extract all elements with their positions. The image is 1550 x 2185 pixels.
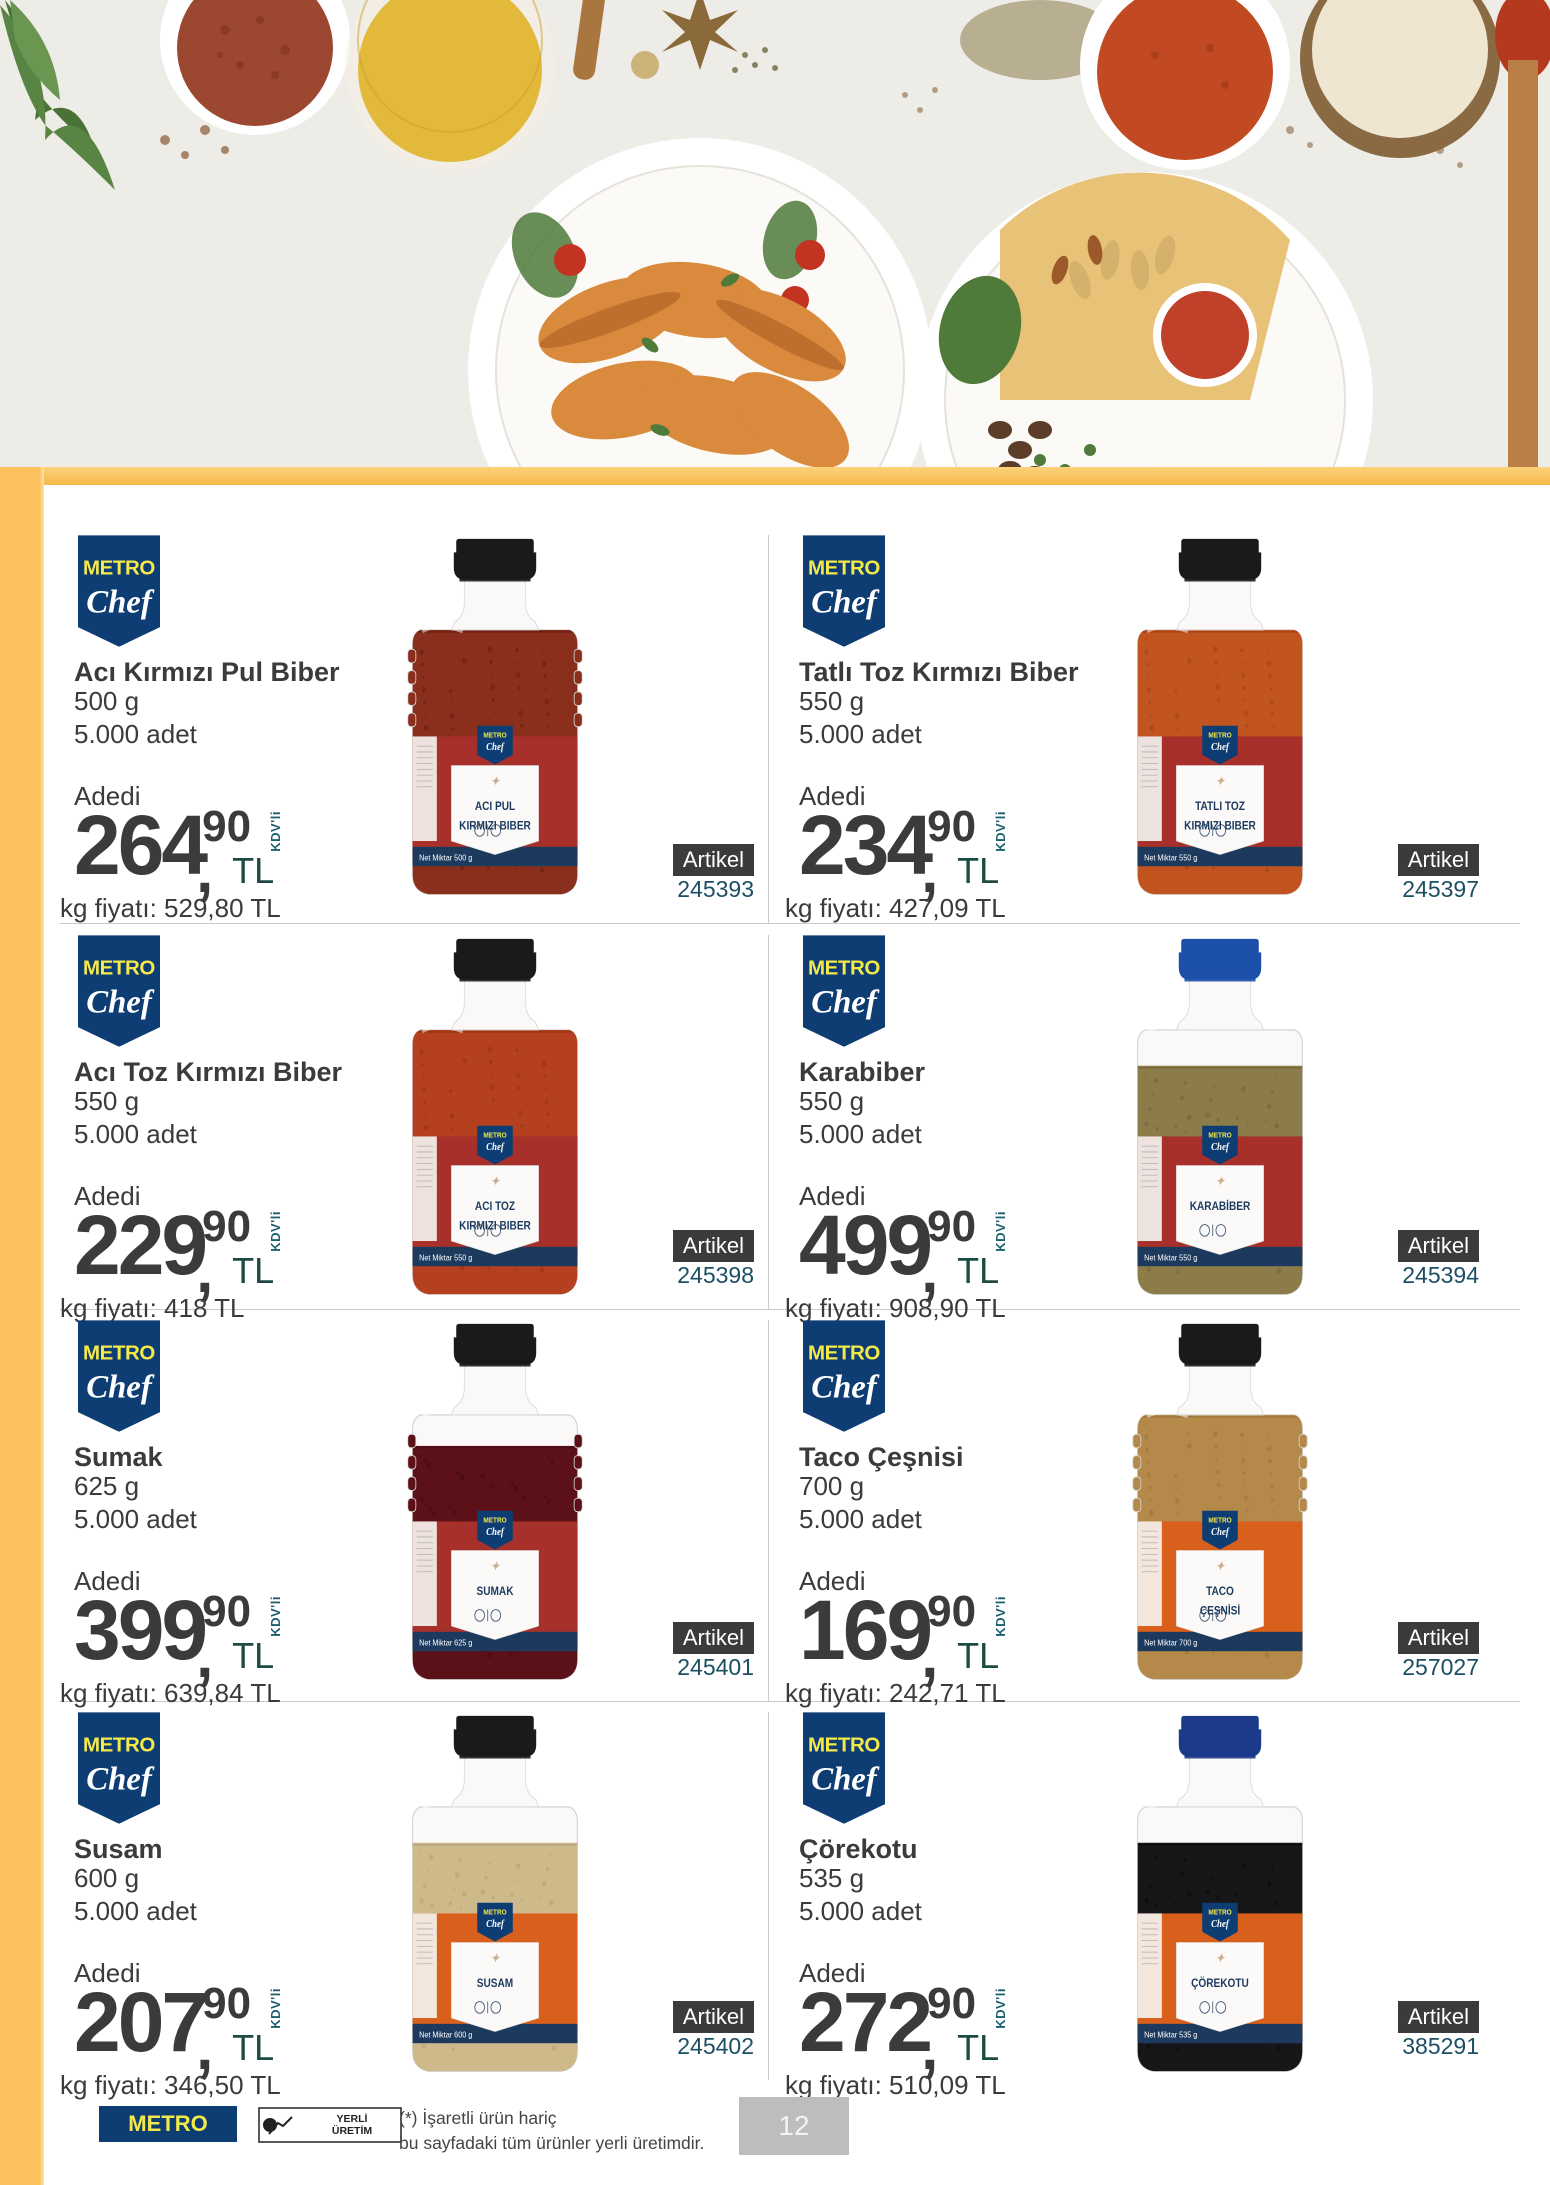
svg-text:METRO: METRO <box>1208 1908 1232 1917</box>
svg-text:METRO: METRO <box>483 1908 507 1917</box>
svg-text:Chef: Chef <box>1211 741 1230 753</box>
svg-text:✦: ✦ <box>1215 1173 1226 1189</box>
svg-text:✦: ✦ <box>490 1558 501 1574</box>
svg-text:Chef: Chef <box>486 1141 505 1153</box>
svg-text:Net Miktar 600 g: Net Miktar 600 g <box>419 2030 472 2040</box>
svg-text:✦: ✦ <box>490 1173 501 1189</box>
svg-text:Net Miktar 700 g: Net Miktar 700 g <box>1144 1638 1197 1648</box>
svg-text:METRO: METRO <box>483 1516 507 1525</box>
svg-text:METRO: METRO <box>1208 1516 1232 1525</box>
svg-text:Chef: Chef <box>486 741 505 753</box>
svg-text:✦: ✦ <box>490 1950 501 1966</box>
svg-text:Chef: Chef <box>486 1526 505 1538</box>
svg-text:METRO: METRO <box>483 1131 507 1140</box>
svg-text:Net Miktar 550 g: Net Miktar 550 g <box>1144 853 1197 863</box>
svg-text:ÜRETİM: ÜRETİM <box>332 2124 373 2137</box>
svg-text:Chef: Chef <box>1211 1141 1230 1153</box>
svg-text:SUMAK: SUMAK <box>477 1585 514 1598</box>
svg-text:METRO: METRO <box>128 2111 207 2136</box>
svg-text:Chef: Chef <box>1211 1526 1230 1538</box>
svg-text:ÇÖREKOTU: ÇÖREKOTU <box>1191 1976 1249 1990</box>
svg-text:Net Miktar 550 g: Net Miktar 550 g <box>1144 1253 1197 1263</box>
svg-text:✦: ✦ <box>1215 773 1226 789</box>
svg-text:YERLİ: YERLİ <box>337 2112 368 2125</box>
svg-text:Chef: Chef <box>486 1918 505 1930</box>
svg-text:SUSAM: SUSAM <box>477 1977 513 1990</box>
svg-text:METRO: METRO <box>1208 731 1232 740</box>
svg-text:✦: ✦ <box>1215 1558 1226 1574</box>
svg-text:Chef: Chef <box>1211 1918 1230 1930</box>
svg-text:Net Miktar 625 g: Net Miktar 625 g <box>419 1638 472 1648</box>
svg-text:KARABİBER: KARABİBER <box>1190 1199 1250 1213</box>
svg-text:METRO: METRO <box>1208 1131 1232 1140</box>
svg-text:✦: ✦ <box>1215 1950 1226 1966</box>
svg-text:Net Miktar 550 g: Net Miktar 550 g <box>419 1253 472 1263</box>
svg-text:Net Miktar 535 g: Net Miktar 535 g <box>1144 2030 1197 2040</box>
svg-text:METRO: METRO <box>483 731 507 740</box>
svg-text:Net Miktar 500 g: Net Miktar 500 g <box>419 853 472 863</box>
svg-text:✦: ✦ <box>490 773 501 789</box>
